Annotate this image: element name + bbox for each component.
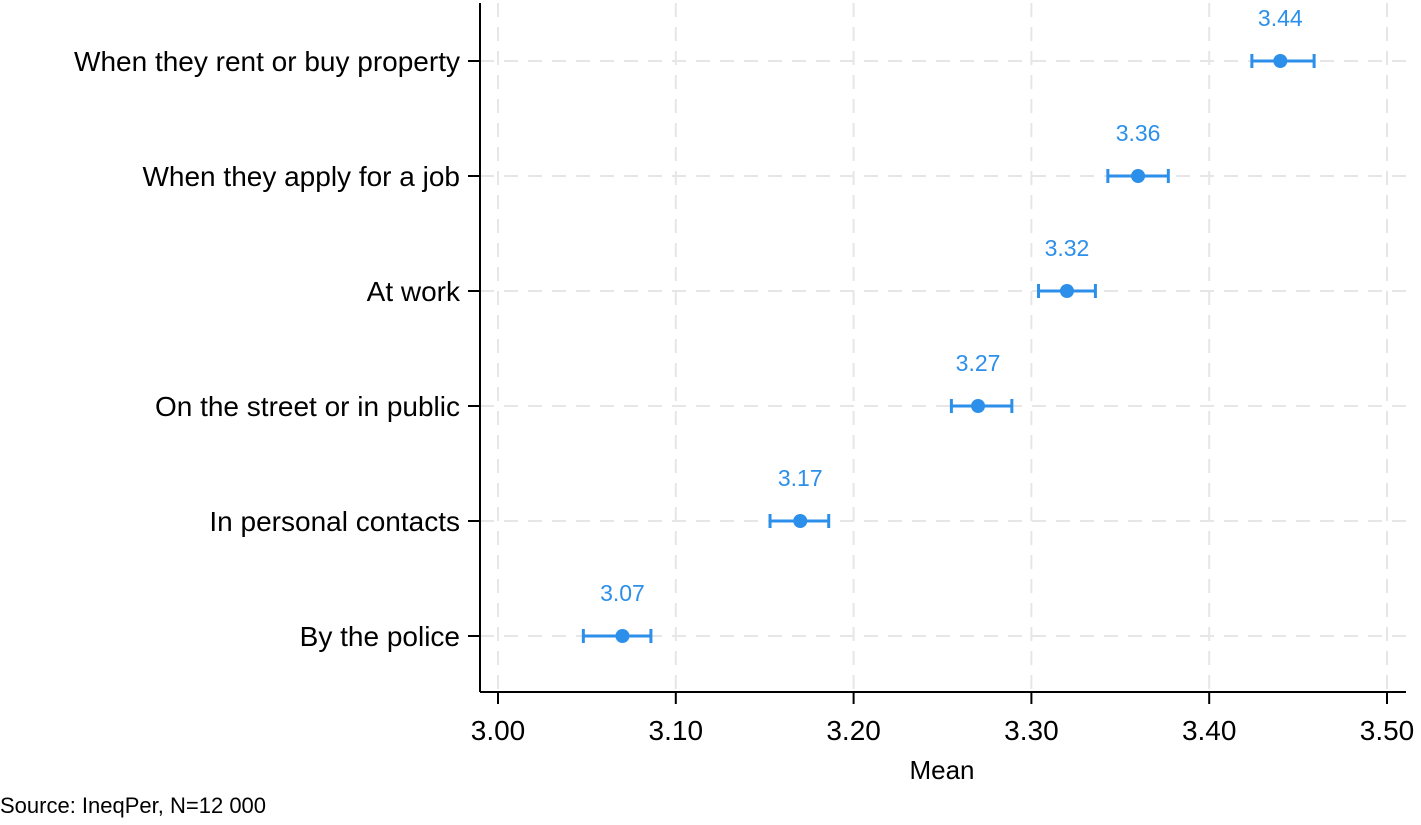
mean-point (1273, 54, 1288, 68)
x-tick-label: 3.50 (1360, 715, 1415, 746)
x-axis-title: Mean (909, 755, 974, 785)
source-note: Source: IneqPer, N=12 000 (0, 793, 267, 818)
x-tick-label: 3.10 (649, 715, 704, 746)
data-marks: 3.44 3.36 3.32 3.27 3.17 3.07 (581, 5, 1316, 643)
category-labels: When they rent or buy property When they … (74, 46, 480, 652)
x-tick-label: 3.30 (1004, 715, 1059, 746)
category-label: When they apply for a job (142, 161, 460, 192)
mean-point (971, 399, 986, 413)
category-label: When they rent or buy property (74, 46, 460, 77)
x-tick-label: 3.20 (826, 715, 881, 746)
axes (479, 3, 1406, 693)
data-label: 3.07 (600, 580, 645, 606)
data-label: 3.32 (1045, 235, 1090, 261)
category-label: By the police (300, 621, 460, 652)
x-tick-label: 3.40 (1182, 715, 1237, 746)
mean-point (1131, 169, 1146, 183)
x-ticks: 3.00 3.10 3.20 3.30 3.40 3.50 (471, 692, 1415, 746)
mean-point (1059, 284, 1074, 298)
x-tick-label: 3.00 (471, 715, 526, 746)
mean-point (793, 514, 808, 528)
data-label: 3.17 (778, 465, 823, 491)
data-label: 3.27 (956, 350, 1001, 376)
category-label: On the street or in public (155, 391, 460, 422)
data-label: 3.44 (1258, 5, 1303, 31)
category-label: At work (367, 276, 461, 307)
category-label: In personal contacts (209, 506, 460, 537)
mean-point (615, 629, 630, 643)
data-label: 3.36 (1116, 120, 1161, 146)
grid-lines (480, 3, 1406, 692)
